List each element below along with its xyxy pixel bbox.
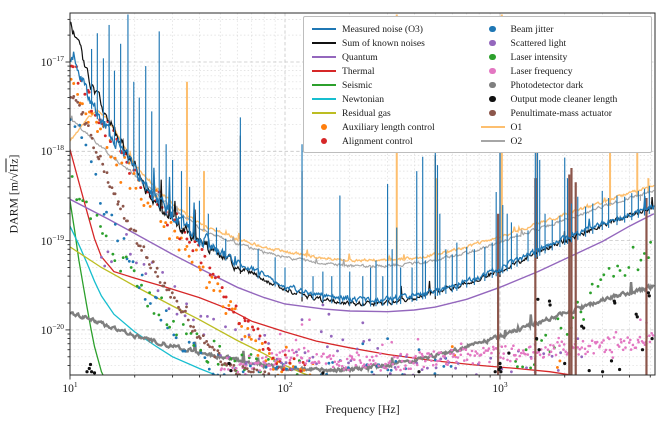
legend-label: Auxiliary length control [342, 121, 435, 133]
legend-dot-swatch-photodetector-dark [481, 81, 505, 89]
series-beam-jitter [70, 118, 453, 375]
legend-line-swatch-newtonian [312, 98, 336, 100]
legend-line-swatch-seismic [312, 84, 336, 86]
series-o1 [70, 109, 655, 263]
legend-item-newtonian: Newtonian [312, 92, 479, 106]
legend-item-alignment-control: Alignment control [312, 134, 479, 148]
series-sum-of-known-noises [70, 21, 655, 307]
y-axis-label-suffix: ] [6, 154, 21, 159]
series-o2 [70, 115, 655, 269]
legend-label: Beam jitter [510, 23, 554, 35]
y-axis-label-radicand: Hz [6, 158, 21, 173]
axis-ticks [65, 18, 651, 380]
legend-item-residual-gas: Residual gas [312, 106, 479, 120]
series-auxiliary-length-control [70, 77, 562, 375]
legend-item-laser-frequency: Laser frequency [481, 64, 648, 78]
legend-line-swatch-thermal [312, 70, 336, 72]
y-axis-label-prefix: DARM [m/ [6, 178, 21, 234]
series-measured-noise-o3 [70, 51, 655, 304]
sqrt-symbol: √ [6, 172, 21, 179]
legend-label: Quantum [342, 51, 378, 63]
legend-dot-swatch-output-mode-cleaner-length [481, 95, 505, 103]
legend-line-swatch-o1 [480, 126, 505, 128]
legend-label: Laser frequency [510, 65, 573, 77]
legend-dot-swatch-laser-intensity [481, 53, 505, 61]
y-axis-label: DARM [m/√Hz] [7, 155, 22, 234]
legend-label: Alignment control [342, 135, 413, 147]
legend-column-1: Measured noise (O3) Sum of known noises Qu… [312, 22, 479, 148]
legend-item-o2: O2 [480, 134, 648, 148]
legend-label: O2 [510, 135, 523, 147]
legend-label: Sum of known noises [342, 37, 425, 49]
legend-line-swatch-quantum [312, 56, 336, 58]
legend-item-scattered-light: Scattered light [481, 36, 648, 50]
legend-label: O1 [510, 121, 523, 133]
legend-label: Laser intensity [510, 51, 568, 63]
y-tick-label: 10−19 [40, 232, 64, 248]
legend-dot-swatch-scattered-light [481, 39, 505, 47]
legend-item-thermal: Thermal [312, 64, 479, 78]
legend-label: Penultimate-mass actuator [510, 107, 613, 119]
series-quantum [70, 198, 655, 313]
legend-line-swatch-o2 [480, 140, 505, 142]
legend-item-o1: O1 [480, 120, 648, 134]
legend-column-2: Beam jitter Scattered light Laser intensit… [480, 22, 648, 148]
legend-dot-swatch-alignment-control [312, 137, 336, 145]
legend-dot-swatch-auxiliary-length-control [312, 123, 336, 131]
legend-item-quantum: Quantum [312, 50, 479, 64]
legend-item-output-mode-cleaner-length: Output mode cleaner length [481, 92, 648, 106]
legend-item-photodetector-dark: Photodetector dark [481, 78, 648, 92]
y-tick-label: 10−17 [40, 54, 64, 69]
legend: Measured noise (O3) Sum of known noises Qu… [303, 16, 652, 153]
legend-line-swatch-residual-gas [312, 112, 336, 114]
legend-item-measured-noise-o3: Measured noise (O3) [312, 22, 479, 36]
series-newtonian [70, 225, 218, 375]
legend-item-seismic: Seismic [312, 78, 479, 92]
legend-item-auxiliary-length-control: Auxiliary length control [312, 120, 479, 134]
series-thermal [70, 149, 576, 375]
series-photodetector-dark [70, 282, 655, 374]
x-tick-label: 101 [62, 380, 78, 395]
series-laser-frequency [219, 318, 655, 375]
x-axis-label: Frequency [Hz] [325, 402, 400, 416]
spikes-measured-noise-o3 [91, 14, 650, 307]
legend-item-laser-intensity: Laser intensity [481, 50, 648, 64]
legend-label: Seismic [342, 79, 373, 91]
y-tick-label: 10−20 [40, 321, 64, 337]
legend-line-swatch-sum-of-known-noises [312, 42, 336, 44]
series-penultimate-mass-actuator [70, 95, 271, 375]
legend-label: Measured noise (O3) [342, 23, 423, 35]
legend-item-beam-jitter: Beam jitter [481, 22, 648, 36]
legend-label: Residual gas [342, 107, 391, 119]
legend-label: Thermal [342, 65, 375, 77]
legend-dot-swatch-laser-frequency [481, 67, 505, 75]
plot-frame [69, 12, 656, 376]
legend-label: Output mode cleaner length [510, 93, 618, 105]
legend-label: Newtonian [342, 93, 385, 105]
legend-label: Scattered light [510, 37, 567, 49]
x-tick-label: 103 [492, 380, 508, 395]
legend-line-swatch-measured-noise-o3 [312, 28, 336, 30]
plot-area [70, 14, 655, 375]
legend-dot-swatch-penultimate-mass-actuator [481, 109, 505, 117]
y-tick-label: 10−18 [40, 143, 64, 159]
legend-item-penultimate-mass-actuator: Penultimate-mass actuator [481, 106, 648, 120]
legend-label: Photodetector dark [510, 79, 584, 91]
series-output-mode-cleaner-length [85, 291, 654, 375]
series-seismic [70, 200, 104, 375]
legend-item-sum-of-known-noises: Sum of known noises [312, 36, 479, 50]
legend-dot-swatch-beam-jitter [481, 25, 505, 33]
series-residual-gas [70, 246, 310, 375]
x-tick-label: 102 [277, 380, 293, 395]
